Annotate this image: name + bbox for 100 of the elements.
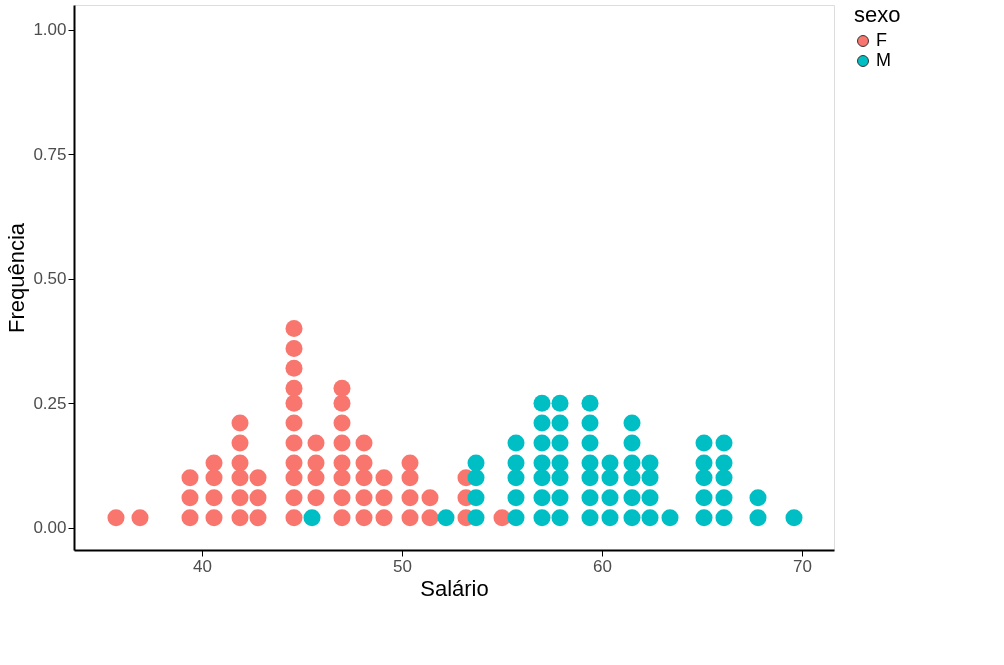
point — [285, 469, 303, 487]
point — [533, 509, 551, 527]
point — [715, 509, 733, 527]
y-axis-title: Frequência — [4, 222, 30, 334]
point — [421, 489, 439, 507]
point — [551, 394, 569, 412]
point — [507, 469, 525, 487]
point — [551, 509, 569, 527]
point — [641, 509, 659, 527]
point — [641, 454, 659, 472]
point — [355, 489, 373, 507]
point — [581, 434, 599, 452]
point — [421, 509, 439, 527]
point — [715, 454, 733, 472]
point — [285, 414, 303, 432]
point — [131, 509, 149, 527]
point — [249, 489, 267, 507]
x-tick-label: 50 — [393, 556, 412, 576]
point — [231, 469, 249, 487]
point — [355, 434, 373, 452]
point — [205, 509, 223, 527]
point — [749, 509, 767, 527]
point — [307, 469, 325, 487]
point — [507, 509, 525, 527]
point — [401, 454, 419, 472]
point — [601, 454, 619, 472]
point — [205, 469, 223, 487]
point — [285, 394, 303, 412]
point — [623, 454, 641, 472]
point — [695, 469, 713, 487]
point — [581, 454, 599, 472]
point — [205, 489, 223, 507]
point — [231, 509, 249, 527]
point — [551, 414, 569, 432]
point — [467, 509, 485, 527]
point — [285, 320, 303, 338]
point — [601, 509, 619, 527]
point — [695, 434, 713, 452]
point — [285, 509, 303, 527]
point — [107, 509, 125, 527]
point — [285, 339, 303, 357]
point — [467, 489, 485, 507]
point — [715, 489, 733, 507]
x-tick-label: 70 — [793, 556, 812, 576]
point — [333, 434, 351, 452]
point — [285, 434, 303, 452]
point — [551, 489, 569, 507]
legend-title: sexo — [854, 2, 901, 27]
point — [715, 434, 733, 452]
point — [551, 434, 569, 452]
point — [551, 469, 569, 487]
point — [581, 489, 599, 507]
point — [375, 469, 393, 487]
point — [231, 434, 249, 452]
point — [507, 454, 525, 472]
point — [285, 379, 303, 397]
point — [715, 469, 733, 487]
legend-label: F — [876, 30, 887, 50]
point — [623, 489, 641, 507]
point — [249, 509, 267, 527]
point — [581, 469, 599, 487]
point — [581, 509, 599, 527]
point — [493, 509, 511, 527]
point — [695, 454, 713, 472]
point — [285, 454, 303, 472]
point — [333, 489, 351, 507]
point — [231, 414, 249, 432]
point — [355, 469, 373, 487]
x-tick-label: 60 — [593, 556, 612, 576]
point — [401, 469, 419, 487]
point — [623, 509, 641, 527]
point — [375, 489, 393, 507]
point — [401, 489, 419, 507]
point — [601, 489, 619, 507]
y-tick-label: 0.50 — [33, 269, 67, 289]
point — [333, 469, 351, 487]
point — [401, 509, 419, 527]
y-tick-label: 0.75 — [33, 144, 67, 164]
y-tick-label: 0.00 — [33, 518, 67, 538]
point — [437, 509, 455, 527]
point — [581, 394, 599, 412]
point — [533, 489, 551, 507]
point — [623, 414, 641, 432]
point — [307, 454, 325, 472]
point — [307, 489, 325, 507]
point — [355, 454, 373, 472]
point — [551, 454, 569, 472]
point — [507, 489, 525, 507]
point — [355, 509, 373, 527]
point — [661, 509, 679, 527]
point — [375, 509, 393, 527]
point — [205, 454, 223, 472]
point — [641, 489, 659, 507]
point — [581, 414, 599, 432]
point — [285, 489, 303, 507]
point — [601, 469, 619, 487]
point — [231, 489, 249, 507]
point — [623, 434, 641, 452]
x-tick-label: 40 — [193, 556, 212, 576]
point — [533, 434, 551, 452]
